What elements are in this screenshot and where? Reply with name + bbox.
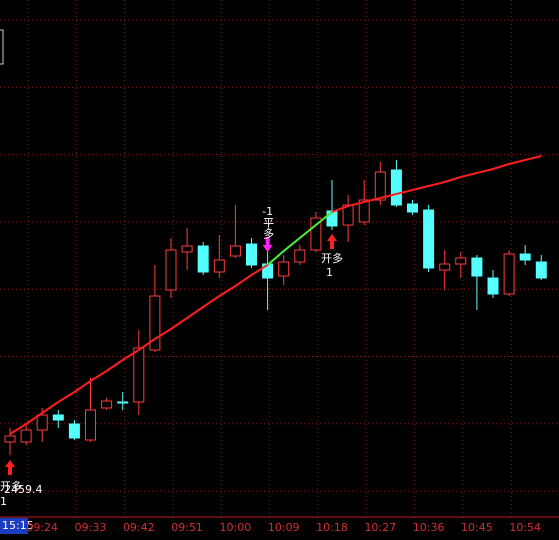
x-tick-label: 09:24 — [26, 521, 58, 534]
x-tick-label: 10:09 — [268, 521, 300, 534]
x-tick-label: 10:45 — [461, 521, 493, 534]
x-tick-label: 10:54 — [509, 521, 541, 534]
sell-arrow — [262, 237, 273, 252]
candle-body — [36, 414, 48, 431]
signal-qty: 1 — [0, 495, 7, 508]
candle-body — [390, 169, 402, 206]
cursor-time-box — [0, 518, 28, 534]
signal-action: 开多 — [0, 479, 22, 493]
candle-body — [117, 401, 129, 404]
candle-body — [197, 245, 209, 273]
indicator-line — [266, 211, 333, 266]
candle-body — [374, 171, 386, 201]
candle-body — [503, 253, 515, 295]
buy-arrow — [327, 234, 337, 249]
candle-body — [358, 199, 370, 223]
candle-body — [246, 243, 257, 266]
candle-body — [20, 429, 32, 443]
candle-body — [68, 423, 80, 439]
buy-arrow — [5, 460, 15, 475]
candle-body — [487, 277, 499, 295]
candle-body — [149, 295, 161, 351]
signal-qty: -1 — [262, 205, 273, 218]
candle-body — [101, 400, 113, 409]
candle-body — [310, 217, 322, 251]
candle-body — [181, 245, 193, 253]
x-tick-label: 10:00 — [220, 521, 252, 534]
panel-edge — [0, 29, 4, 65]
candle-body — [229, 245, 241, 257]
x-tick-label: 09:51 — [171, 521, 203, 534]
candle-body — [455, 257, 467, 265]
signal-price: 2459.4 — [4, 483, 43, 496]
candle-body — [278, 261, 290, 277]
signal-action: 开多 — [321, 251, 343, 265]
candle-body — [535, 261, 547, 279]
candle-body — [213, 259, 225, 273]
candle-body — [4, 435, 16, 443]
x-tick-label: 10:36 — [413, 521, 445, 534]
candle-body — [519, 253, 531, 261]
signal-action: 平多 — [262, 217, 275, 240]
candle-body — [133, 347, 145, 403]
candle-body — [294, 249, 306, 263]
x-tick-label: 09:33 — [75, 521, 107, 534]
candle-body — [52, 414, 64, 421]
x-tick-label: 09:42 — [123, 521, 155, 534]
candle-body — [85, 409, 96, 441]
candle-body — [423, 209, 435, 269]
x-tick-label: 10:18 — [316, 521, 348, 534]
candle-body — [407, 203, 418, 213]
x-tick-label: 10:27 — [364, 521, 396, 534]
cursor-time: 15:15 — [2, 519, 34, 532]
candle-body — [165, 249, 177, 291]
candle-body — [471, 257, 483, 277]
signal-qty: 1 — [326, 266, 333, 279]
candle-body — [439, 263, 451, 271]
